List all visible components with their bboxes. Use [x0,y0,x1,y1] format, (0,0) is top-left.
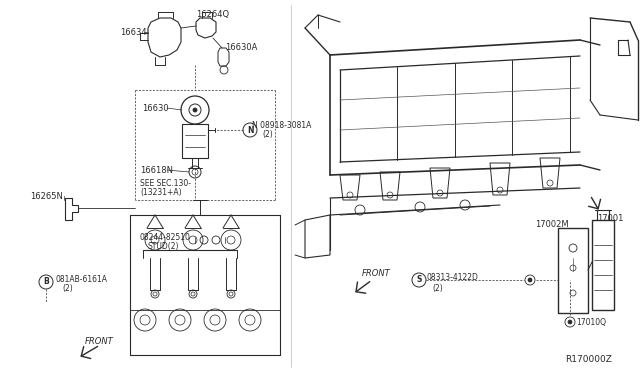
Text: (13231+A): (13231+A) [140,187,182,196]
Text: 16265N: 16265N [30,192,63,201]
Circle shape [193,108,197,112]
Text: (2): (2) [432,283,443,292]
Text: R170000Z: R170000Z [565,356,612,365]
Text: STUD(2): STUD(2) [148,241,179,250]
Text: 08313-4122D: 08313-4122D [427,273,479,282]
Text: 16630: 16630 [142,103,168,112]
Text: 17002M: 17002M [535,219,568,228]
Text: 081AB-6161A: 081AB-6161A [55,276,107,285]
Text: FRONT: FRONT [362,269,391,279]
Text: S: S [416,276,422,285]
Text: 16264Q: 16264Q [196,10,229,19]
Text: B: B [43,278,49,286]
Text: N: N [247,125,253,135]
Text: 16634: 16634 [120,28,147,36]
Text: 16618N: 16618N [140,166,173,174]
Text: N 08918-3081A: N 08918-3081A [252,121,312,129]
Text: 16630A: 16630A [225,42,257,51]
Circle shape [568,320,572,324]
Circle shape [528,278,532,282]
Text: 17001: 17001 [597,214,623,222]
Text: (2): (2) [62,285,73,294]
Text: 08244-82510: 08244-82510 [140,232,191,241]
Text: SEE SEC.130-: SEE SEC.130- [140,179,191,187]
Text: (2): (2) [262,129,273,138]
Text: FRONT: FRONT [85,337,114,346]
Text: 17010Q: 17010Q [576,317,606,327]
